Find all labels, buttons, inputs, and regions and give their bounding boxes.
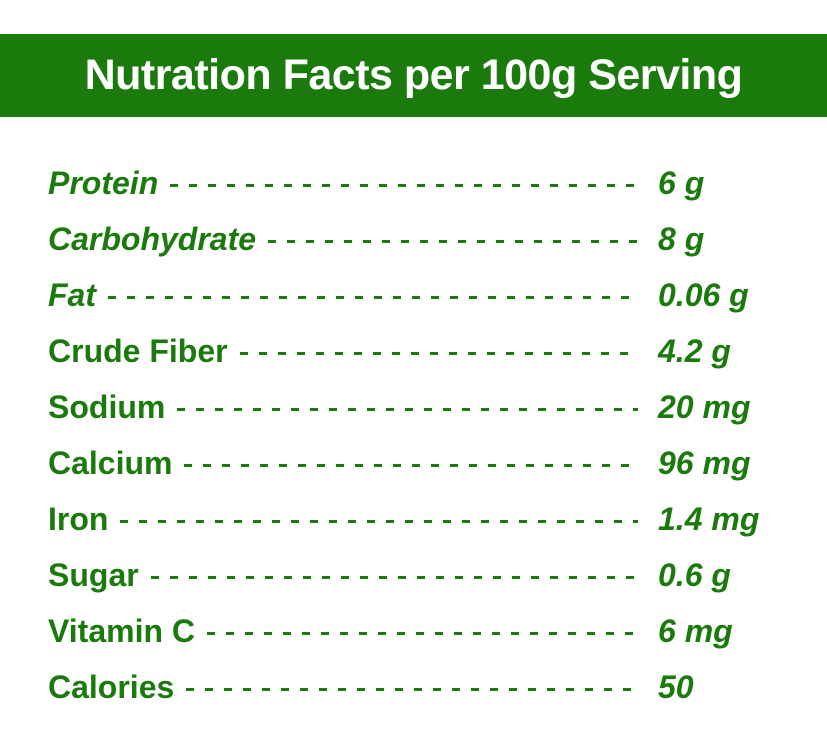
dotted-leader [207, 631, 638, 635]
nutrient-label: Calcium [48, 444, 173, 481]
nutrition-row-calories: Calories 50 [48, 659, 788, 715]
nutrition-row-protein: Protein 6 g [48, 155, 788, 211]
nutrient-label: Fat [48, 276, 96, 313]
nutrition-row-sodium: Sodium 20 mg [48, 379, 788, 435]
dotted-leader [170, 183, 638, 187]
nutrition-row-carbohydrate: Carbohydrate 8 g [48, 211, 788, 267]
nutrient-value: 0.6 g [658, 556, 731, 593]
nutrient-value: 6 mg [658, 612, 733, 649]
nutrition-row-vitamin-c: Vitamin C 6 mg [48, 603, 788, 659]
nutrient-label: Sodium [48, 388, 166, 425]
nutrient-value: 6 g [658, 164, 705, 201]
nutrient-value: 1.4 mg [658, 500, 760, 537]
nutrient-label: Calories [48, 668, 175, 705]
title-banner: Nutration Facts per 100g Serving [0, 34, 827, 117]
nutrient-label: Iron [48, 500, 109, 537]
nutrient-value: 96 mg [658, 444, 751, 481]
nutrient-label: Sugar [48, 556, 139, 593]
nutrition-row-iron: Iron 1.4 mg [48, 491, 788, 547]
nutrient-label: Crude Fiber [48, 332, 228, 369]
nutrient-value: 0.06 g [658, 276, 749, 313]
nutrition-row-calcium: Calcium 96 mg [48, 435, 788, 491]
dotted-leader [177, 407, 638, 411]
nutrient-value: 8 g [658, 220, 705, 257]
dotted-leader [268, 239, 638, 243]
dotted-leader [150, 575, 638, 579]
nutrition-row-crude-fiber: Crude Fiber 4.2 g [48, 323, 788, 379]
nutrient-value: 4.2 g [658, 332, 731, 369]
dotted-leader [184, 463, 638, 467]
nutrition-row-fat: Fat 0.06 g [48, 267, 788, 323]
dotted-leader [120, 519, 638, 523]
nutrition-row-sugar: Sugar 0.6 g [48, 547, 788, 603]
nutrient-value: 20 mg [658, 388, 751, 425]
dotted-leader [108, 295, 638, 299]
nutrient-label: Protein [48, 164, 159, 201]
dotted-leader [186, 687, 638, 691]
nutrient-value: 50 [658, 668, 694, 705]
nutrition-list: Protein 6 g Carbohydrate 8 g Fat 0.06 g … [48, 155, 788, 715]
nutrient-label: Carbohydrate [48, 220, 257, 257]
nutrient-label: Vitamin C [48, 612, 195, 649]
dotted-leader [239, 351, 638, 355]
page-title: Nutration Facts per 100g Serving [84, 51, 743, 99]
